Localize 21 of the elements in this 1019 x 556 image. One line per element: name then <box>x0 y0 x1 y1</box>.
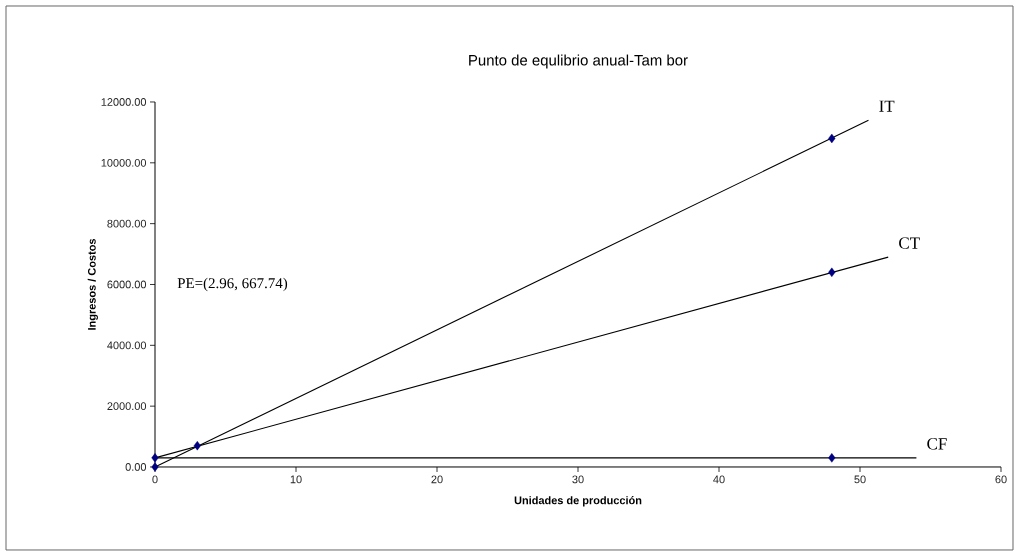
x-tick-label: 0 <box>152 475 158 484</box>
x-tick-label: 10 <box>290 475 302 484</box>
x-tick-label: 50 <box>854 475 866 484</box>
y-axis-title: Ingresos / Costos <box>87 238 98 330</box>
annotation: PE=(2.96, 667.74) <box>177 277 288 292</box>
y-tick-label: 6000.00 <box>107 280 147 289</box>
series-label: CT <box>899 237 920 249</box>
series-label: CF <box>927 438 947 450</box>
x-tick-label: 40 <box>713 475 725 484</box>
x-tick-label: 30 <box>572 475 584 484</box>
y-tick-label: 0.00 <box>125 463 147 471</box>
y-tick-label: 2000.00 <box>107 402 147 411</box>
y-tick-label: 8000.00 <box>107 219 147 228</box>
y-tick-label: 4000.00 <box>107 341 147 350</box>
x-tick-label: 60 <box>995 475 1007 484</box>
x-axis-title: Unidades de producción <box>514 496 642 507</box>
chart-title: Punto de equlibrio anual-Tam bor <box>469 54 688 69</box>
x-tick-label: 20 <box>431 475 443 484</box>
y-tick-label: 12000.00 <box>101 98 147 106</box>
series-label: IT <box>879 100 895 112</box>
y-tick-label: 10000.00 <box>101 158 147 167</box>
